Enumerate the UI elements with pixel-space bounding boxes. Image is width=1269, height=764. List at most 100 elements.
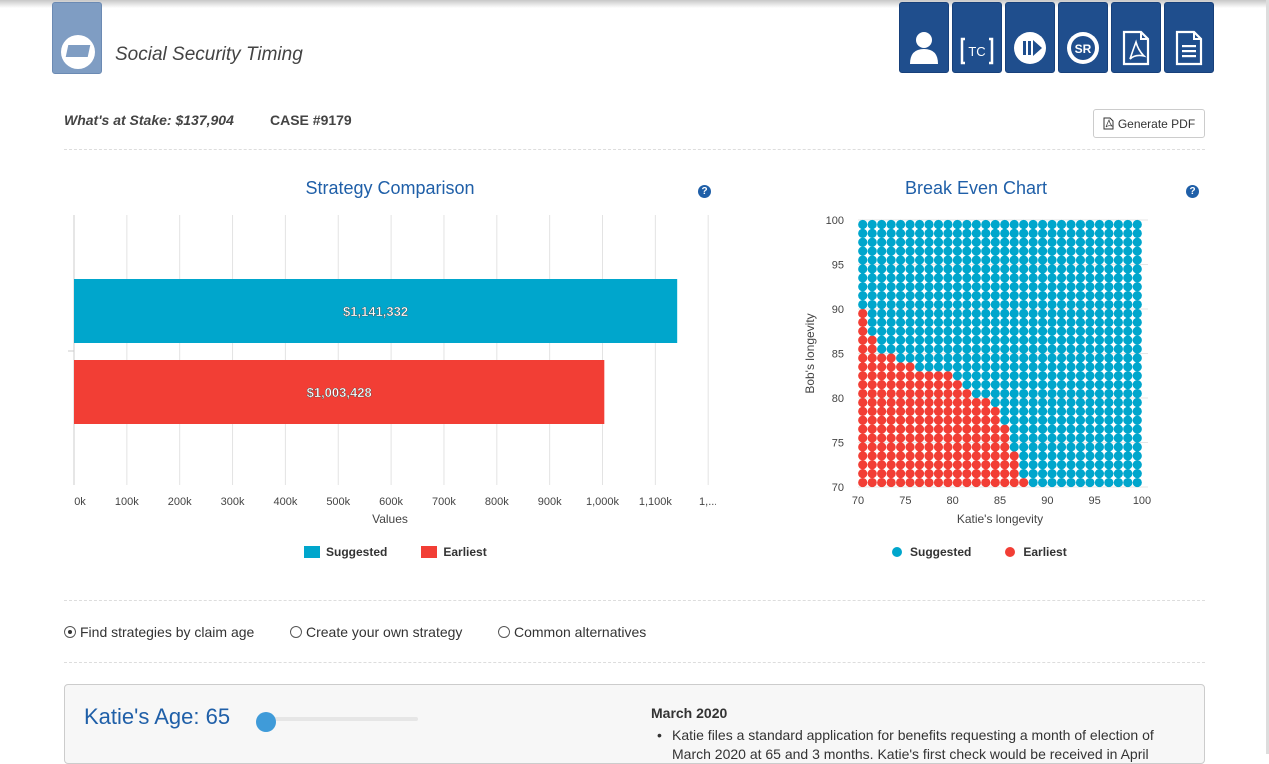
point-earliest	[924, 397, 934, 408]
generate-pdf-button[interactable]: Generate PDF	[1093, 109, 1205, 138]
point-suggested	[962, 291, 972, 301]
point-earliest	[886, 388, 896, 399]
app-logo[interactable]	[52, 2, 102, 74]
point-suggested	[1019, 228, 1029, 238]
x-axis-title: Values	[372, 512, 408, 526]
point-earliest	[905, 442, 915, 452]
point-suggested	[1047, 353, 1057, 363]
point-suggested	[943, 317, 953, 327]
point-suggested	[1113, 282, 1123, 292]
point-earliest	[867, 380, 877, 390]
pdf-export-button[interactable]	[1111, 2, 1161, 73]
point-suggested	[1075, 469, 1086, 479]
point-suggested	[1056, 469, 1067, 479]
point-earliest	[905, 388, 915, 399]
point-suggested	[1019, 335, 1029, 345]
point-suggested	[858, 237, 868, 247]
point-suggested	[1028, 317, 1038, 327]
document-button[interactable]	[1164, 2, 1214, 73]
point-suggested	[1104, 335, 1114, 345]
client-button[interactable]	[899, 2, 949, 73]
point-earliest	[943, 415, 953, 425]
point-suggested	[1000, 308, 1010, 319]
point-suggested	[1047, 317, 1057, 327]
age-slider-handle[interactable]	[256, 712, 276, 732]
legend-label-earliest[interactable]: Earliest	[443, 545, 487, 559]
point-suggested	[1066, 397, 1076, 408]
point-earliest	[933, 371, 944, 381]
point-suggested	[1094, 353, 1104, 363]
point-earliest	[981, 442, 991, 452]
point-suggested	[1038, 228, 1048, 238]
point-earliest	[1000, 424, 1010, 434]
point-suggested	[1028, 299, 1038, 310]
point-suggested	[971, 219, 981, 230]
point-suggested	[896, 308, 906, 319]
point-earliest	[990, 415, 1000, 425]
be-legend-label-suggested[interactable]: Suggested	[910, 545, 972, 559]
point-suggested	[971, 237, 981, 247]
point-suggested	[1113, 406, 1123, 416]
point-suggested	[1066, 255, 1076, 265]
sr-button[interactable]: SR	[1058, 2, 1108, 73]
point-suggested	[1009, 219, 1019, 230]
point-suggested	[1132, 388, 1142, 399]
point-earliest	[981, 424, 991, 434]
point-suggested	[896, 335, 906, 345]
age-slider-track[interactable]	[264, 717, 418, 721]
play-button[interactable]	[1005, 2, 1055, 73]
point-suggested	[952, 326, 962, 336]
point-suggested	[867, 273, 877, 283]
point-suggested	[1009, 362, 1019, 372]
point-earliest	[905, 469, 915, 479]
point-suggested	[1028, 344, 1038, 354]
y-tick-label: 95	[832, 260, 844, 272]
point-suggested	[1066, 362, 1076, 372]
point-suggested	[924, 291, 934, 301]
point-suggested	[867, 255, 877, 265]
divider	[64, 149, 1205, 150]
mode-create-own-strategy[interactable]: Create your own strategy	[290, 624, 462, 640]
bar-value-label: $1,141,332	[343, 304, 408, 319]
point-suggested	[867, 299, 877, 310]
point-suggested	[1094, 299, 1104, 310]
point-suggested	[1085, 415, 1095, 425]
point-suggested	[1056, 433, 1067, 443]
point-suggested	[896, 344, 906, 354]
point-suggested	[933, 228, 944, 238]
window-edge	[1266, 0, 1269, 754]
point-suggested	[1038, 388, 1048, 399]
point-suggested	[1000, 282, 1010, 292]
radio-icon[interactable]	[290, 626, 302, 638]
point-earliest	[990, 477, 1000, 488]
be-legend-label-earliest[interactable]: Earliest	[1023, 545, 1067, 559]
point-suggested	[1066, 477, 1076, 488]
point-suggested	[1085, 424, 1095, 434]
radio-selected-icon[interactable]	[64, 626, 76, 638]
breakeven-help-icon[interactable]: ?	[1186, 185, 1199, 198]
tc-button[interactable]: TC	[952, 2, 1002, 73]
point-suggested	[1094, 255, 1104, 265]
point-suggested	[1000, 291, 1010, 301]
radio-icon[interactable]	[498, 626, 510, 638]
point-suggested	[867, 308, 877, 319]
point-suggested	[981, 362, 991, 372]
point-suggested	[943, 237, 953, 247]
breakeven-chart-title: Break Even Chart	[904, 178, 1048, 198]
point-suggested	[981, 282, 991, 292]
point-suggested	[1028, 273, 1038, 283]
point-suggested	[858, 299, 868, 310]
point-earliest	[877, 353, 887, 363]
legend-label-suggested[interactable]: Suggested	[326, 545, 388, 559]
point-suggested	[905, 335, 915, 345]
point-suggested	[1113, 442, 1123, 452]
point-suggested	[1047, 415, 1057, 425]
point-earliest	[952, 451, 962, 461]
point-suggested	[1009, 228, 1019, 238]
mode-common-alternatives[interactable]: Common alternatives	[498, 624, 646, 640]
strategy-help-icon[interactable]: ?	[698, 185, 711, 198]
point-suggested	[1000, 326, 1010, 336]
point-suggested	[990, 255, 1000, 265]
mode-find-by-claim-age[interactable]: Find strategies by claim age	[64, 624, 254, 640]
point-suggested	[867, 282, 877, 292]
